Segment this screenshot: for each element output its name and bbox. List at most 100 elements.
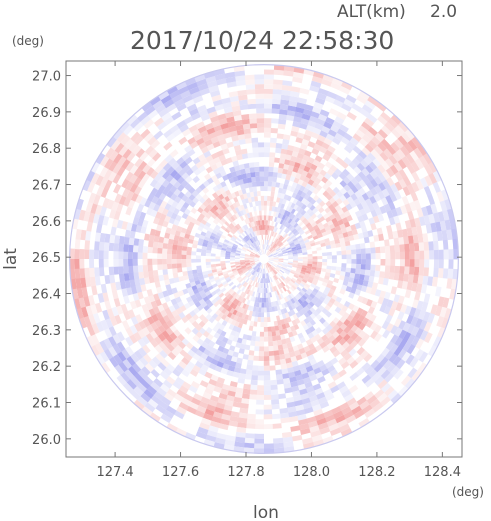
radar-cell xyxy=(218,311,225,318)
radar-cell xyxy=(241,153,249,160)
radar-cell xyxy=(166,253,172,259)
radar-cell xyxy=(424,250,430,260)
radar-cell xyxy=(233,196,239,203)
radar-cell xyxy=(276,233,280,239)
radar-cell xyxy=(336,381,347,390)
radar-cell xyxy=(370,149,380,159)
radar-cell xyxy=(271,186,276,192)
radar-cell xyxy=(276,266,281,270)
radar-cell xyxy=(240,307,245,314)
radar-cell xyxy=(439,220,447,232)
radar-cell xyxy=(161,338,171,347)
radar-cell xyxy=(296,293,302,299)
radar-cell xyxy=(153,203,161,212)
radar-cell xyxy=(158,108,170,118)
radar-cell xyxy=(404,203,412,213)
radar-cell xyxy=(325,179,333,187)
radar-cell xyxy=(188,401,199,410)
radar-cell xyxy=(182,288,189,295)
radar-cell xyxy=(250,253,255,256)
radar-cell xyxy=(301,203,307,210)
radar-cell xyxy=(226,278,232,283)
radar-cell xyxy=(234,257,240,259)
radar-cell xyxy=(275,369,283,376)
radar-cell xyxy=(257,375,264,381)
radar-cell xyxy=(183,237,189,243)
radar-cell xyxy=(123,258,129,267)
radar-cell xyxy=(202,193,209,201)
radar-cell xyxy=(242,281,247,287)
radar-cell xyxy=(419,177,429,189)
radar-cell xyxy=(224,304,230,311)
radar-cell xyxy=(70,278,77,290)
radar-cell xyxy=(112,333,121,345)
radar-cell xyxy=(196,248,202,253)
radar-cell xyxy=(341,341,350,350)
radar-cell xyxy=(315,293,322,300)
radar-cell xyxy=(103,258,109,268)
radar-cell xyxy=(138,238,145,247)
radar-cell xyxy=(176,225,183,232)
radar-cell xyxy=(81,286,89,298)
radar-cell xyxy=(264,181,269,187)
radar-cell xyxy=(176,389,187,398)
radar-cell xyxy=(219,211,226,218)
radar-cell xyxy=(75,228,82,240)
radar-cell xyxy=(262,268,264,274)
radar-cell xyxy=(104,179,113,190)
radar-cell xyxy=(379,271,385,279)
radar-cell xyxy=(153,173,163,182)
radar-cell xyxy=(293,395,302,402)
radar-cell xyxy=(236,223,242,229)
radar-cell xyxy=(141,304,149,313)
radar-cell xyxy=(220,143,229,151)
radar-cell xyxy=(80,277,87,288)
radar-cell xyxy=(272,423,282,429)
radar-cell xyxy=(234,362,242,369)
radar-cell xyxy=(245,271,251,277)
radar-cell xyxy=(281,303,286,309)
radar-cell xyxy=(255,235,259,241)
radar-cell xyxy=(279,329,285,336)
radar-cell xyxy=(205,197,213,205)
radar-cell xyxy=(306,189,313,197)
radar-cell xyxy=(348,292,355,299)
radar-cell xyxy=(310,399,320,407)
x-tick-label: 128.4 xyxy=(424,465,461,480)
radar-cell xyxy=(310,213,317,220)
radar-cell xyxy=(247,273,252,278)
radar-cell xyxy=(208,362,217,370)
radar-cell xyxy=(278,349,285,356)
radar-cell xyxy=(232,208,238,215)
radar-cell xyxy=(266,230,269,236)
radar-cell xyxy=(278,259,284,261)
radar-cell xyxy=(200,252,207,256)
radar-cell xyxy=(227,243,233,247)
radar-cell xyxy=(274,285,278,291)
radar-cell xyxy=(368,275,375,283)
radar-cell xyxy=(208,237,215,243)
radar-cell xyxy=(76,287,84,299)
radar-cell xyxy=(423,241,429,251)
radar-cell xyxy=(309,358,317,366)
radar-cell xyxy=(446,278,453,290)
radar-cell xyxy=(389,192,398,202)
radar-cell xyxy=(246,249,252,253)
radar-cell xyxy=(224,207,230,214)
radar-cell xyxy=(273,64,285,71)
radar-cell xyxy=(193,133,203,142)
radar-cell xyxy=(248,290,252,296)
radar-cell xyxy=(103,348,114,360)
radar-cell xyxy=(281,143,289,150)
radar-cell xyxy=(340,160,349,169)
radar-cell xyxy=(324,95,336,104)
radar-cell xyxy=(354,335,363,344)
radar-cell xyxy=(87,181,96,193)
radar-cell xyxy=(88,192,97,204)
radar-cell xyxy=(283,446,295,453)
radar-cell xyxy=(230,296,236,303)
radar-cell xyxy=(214,216,221,223)
radar-cell xyxy=(188,234,195,241)
radar-cell xyxy=(249,259,255,261)
radar-cell xyxy=(225,260,231,264)
